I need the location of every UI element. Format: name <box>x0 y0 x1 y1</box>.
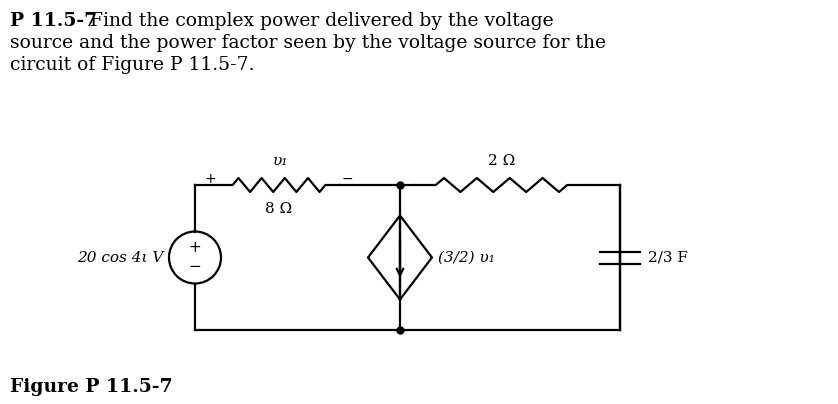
Text: 8 Ω: 8 Ω <box>266 202 292 216</box>
Text: 20 cos 4ι V: 20 cos 4ι V <box>76 250 163 265</box>
Text: 2/3 F: 2/3 F <box>648 250 688 265</box>
Text: (3/2) υ₁: (3/2) υ₁ <box>438 250 495 265</box>
Text: Figure P 11.5-7: Figure P 11.5-7 <box>10 378 173 396</box>
Text: 2 Ω: 2 Ω <box>488 154 515 168</box>
Text: −: − <box>342 172 354 186</box>
Text: υ₁: υ₁ <box>273 154 288 168</box>
Text: circuit of Figure P 11.5-7.: circuit of Figure P 11.5-7. <box>10 56 255 74</box>
Text: +: + <box>204 172 216 186</box>
Text: source and the power factor seen by the voltage source for the: source and the power factor seen by the … <box>10 34 606 52</box>
Text: −: − <box>189 259 201 274</box>
Text: Find the complex power delivered by the voltage: Find the complex power delivered by the … <box>84 12 554 30</box>
Text: P 11.5-7: P 11.5-7 <box>10 12 97 30</box>
Text: +: + <box>189 240 201 255</box>
